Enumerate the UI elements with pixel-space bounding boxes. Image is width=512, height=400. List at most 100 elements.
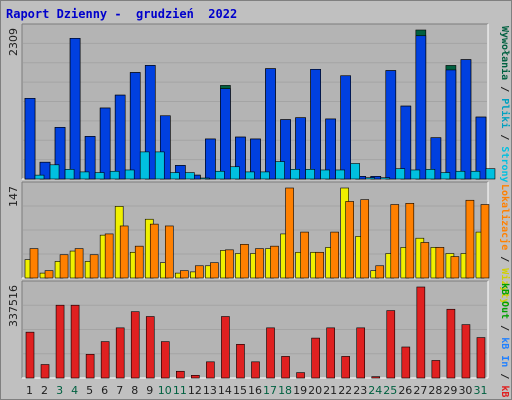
bar-pages-day-8 — [129, 72, 141, 180]
x-tick-label: 3 — [56, 384, 63, 397]
bar-pages-day-11 — [175, 165, 186, 180]
bar-kb_f-day-25 — [386, 310, 396, 379]
bar-kb_f-day-30 — [461, 324, 471, 379]
bar-kb_f-day-3 — [55, 304, 65, 379]
bar-pages-day-19 — [295, 117, 306, 180]
x-tick-label: 25 — [383, 384, 397, 397]
bar-files-day-25 — [395, 168, 406, 180]
bar-pages-day-25 — [385, 70, 397, 180]
legend-entry: kB In — [499, 337, 510, 367]
bar-pages-day-6 — [99, 107, 111, 180]
x-tick-label: 10 — [158, 384, 172, 397]
x-tick-label: 16 — [248, 384, 262, 397]
bar-locations-day-31 — [480, 204, 490, 279]
bar-pages-day-13 — [205, 138, 216, 180]
bar-kb_f-day-19 — [296, 372, 305, 379]
bar-files-day-26 — [410, 169, 421, 180]
bar-files-day-3 — [64, 169, 75, 180]
bar-files-day-30 — [470, 170, 481, 180]
x-tick-label: 8 — [131, 384, 138, 397]
bar-pages-day-3 — [54, 127, 66, 180]
x-tick-label: 4 — [71, 384, 78, 397]
bar-kb_f-day-10 — [160, 341, 170, 379]
bar-kb_f-day-24 — [371, 376, 381, 379]
x-tick-label: 26 — [398, 384, 412, 397]
legend-entry: / — [499, 128, 510, 146]
legend-panel2: Lokalizacje / Wizyty — [499, 184, 511, 304]
bar-locations-day-7 — [119, 225, 129, 279]
x-tick-label: 29 — [443, 384, 457, 397]
bar-files-day-9 — [154, 151, 165, 180]
legend-entry: Strony — [499, 146, 510, 182]
bar-locations-day-19 — [300, 231, 309, 279]
x-tick-label: 11 — [173, 384, 187, 397]
bar-pages-day-18 — [280, 119, 291, 180]
bar-files-day-29 — [455, 170, 466, 180]
bar-files-day-11 — [185, 172, 195, 180]
x-tick-label: 17 — [263, 384, 277, 397]
x-tick-label: 23 — [353, 384, 367, 397]
bar-files-day-16 — [260, 171, 270, 180]
bar-kb_f-day-5 — [85, 353, 95, 379]
bar-locations-day-28 — [435, 247, 445, 279]
legend-entry: / — [499, 367, 510, 385]
bar-kb_f-day-2 — [40, 364, 50, 379]
bar-files-day-6 — [109, 170, 120, 180]
bar-locations-day-8 — [134, 245, 144, 279]
bar-locations-day-11 — [180, 270, 189, 279]
bar-files-day-10 — [169, 172, 180, 180]
legend-entry: kB F — [499, 385, 510, 400]
bar-kb_f-day-31 — [476, 337, 486, 379]
bar-files-day-12 — [200, 177, 210, 180]
bar-kb_f-day-11 — [176, 370, 185, 379]
bar-locations-day-22 — [345, 201, 354, 279]
x-tick-label: 13 — [203, 384, 217, 397]
bar-kb_f-day-16 — [251, 361, 260, 379]
bar-files-day-23 — [365, 177, 376, 180]
x-tick-label: 14 — [218, 384, 232, 397]
bar-locations-day-4 — [74, 248, 84, 279]
legend-entry: / — [499, 250, 510, 268]
bar-pages-day-30 — [460, 59, 472, 180]
x-tick-label: 27 — [413, 384, 427, 397]
bar-files-day-21 — [335, 169, 345, 180]
hits-panel-ymax-label: 2309 — [7, 28, 20, 56]
bar-locations-day-9 — [149, 223, 159, 279]
bar-kb_f-day-7 — [115, 327, 125, 379]
x-tick-label: 15 — [233, 384, 247, 397]
bar-pages-day-17 — [265, 68, 276, 180]
x-tick-label: 20 — [308, 384, 322, 397]
x-tick-label: 5 — [86, 384, 93, 397]
bar-kb_f-day-9 — [145, 316, 155, 379]
bar-pages-day-27 — [415, 35, 427, 180]
bar-files-day-20 — [320, 169, 330, 180]
bar-locations-day-15 — [240, 244, 249, 279]
bar-files-day-2 — [49, 164, 60, 180]
bar-kb_f-day-17 — [266, 327, 275, 379]
bar-files-day-7 — [124, 169, 135, 180]
bar-locations-day-25 — [390, 204, 400, 279]
bar-kb_f-day-12 — [191, 375, 200, 379]
bar-locations-day-26 — [405, 203, 415, 279]
x-tick-label: 19 — [293, 384, 307, 397]
bar-pages-day-1 — [24, 98, 36, 180]
bar-kb_f-day-14 — [221, 316, 230, 379]
bar-kb_f-day-23 — [356, 327, 366, 379]
x-tick-label: 12 — [188, 384, 202, 397]
bar-pages-day-4 — [69, 38, 81, 180]
x-tick-label: 2 — [41, 384, 48, 397]
bar-kb_f-day-21 — [326, 327, 335, 379]
x-tick-label: 31 — [473, 384, 487, 397]
visits-panel-ymax-label: 147 — [7, 186, 20, 207]
bar-pages-day-10 — [159, 115, 171, 180]
bar-files-day-17 — [275, 161, 285, 180]
bar-files-day-4 — [79, 171, 90, 180]
bar-pages-day-20 — [310, 68, 321, 180]
kb-panel-ymax-label: 337516 — [7, 285, 20, 327]
x-tick-label: 22 — [338, 384, 352, 397]
bar-locations-day-6 — [104, 233, 114, 279]
bar-pages-day-5 — [84, 136, 96, 180]
bar-files-day-15 — [245, 171, 255, 180]
bar-kb_f-day-13 — [206, 361, 215, 379]
bar-files-day-14 — [230, 166, 240, 180]
